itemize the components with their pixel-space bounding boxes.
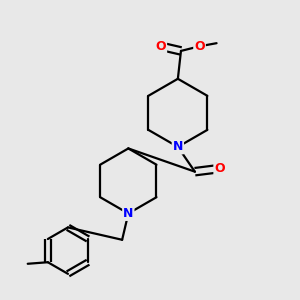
Text: O: O	[214, 162, 225, 175]
Text: N: N	[173, 140, 183, 153]
Text: N: N	[123, 207, 134, 220]
Text: O: O	[194, 40, 205, 53]
Text: O: O	[155, 40, 166, 53]
